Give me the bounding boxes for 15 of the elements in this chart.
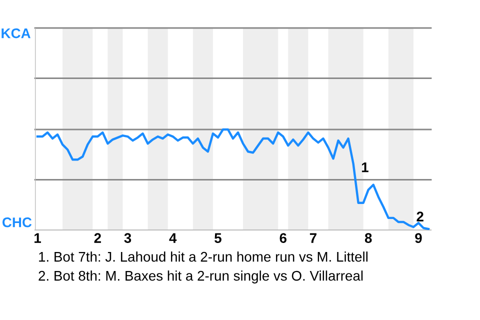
x-tick-label: 1 xyxy=(34,233,41,243)
x-tick-label: 4 xyxy=(169,233,177,243)
x-tick-label: 7 xyxy=(310,233,316,243)
x-tick-label: 9 xyxy=(415,233,422,243)
x-tick-label: 6 xyxy=(280,233,286,243)
text: 1. Bot 7th: J. Lahoud hit a 2-run home run vs M. Littell xyxy=(39,252,368,262)
x-tick-label: 3 xyxy=(124,233,132,243)
ref-line-label: KCA xyxy=(2,28,30,38)
y-axis-title: CHC xyxy=(2,217,32,228)
x-tick-label: 8 xyxy=(364,233,372,243)
text: 2. Bot 8th: M. Baxes hit a 2-run single vs O. Villarreal xyxy=(38,270,363,284)
x-tick-label: 2 xyxy=(94,233,101,243)
annotation: 1 xyxy=(362,162,368,172)
x-tick-label: 5 xyxy=(214,233,222,243)
annotation: 2 xyxy=(416,212,424,222)
